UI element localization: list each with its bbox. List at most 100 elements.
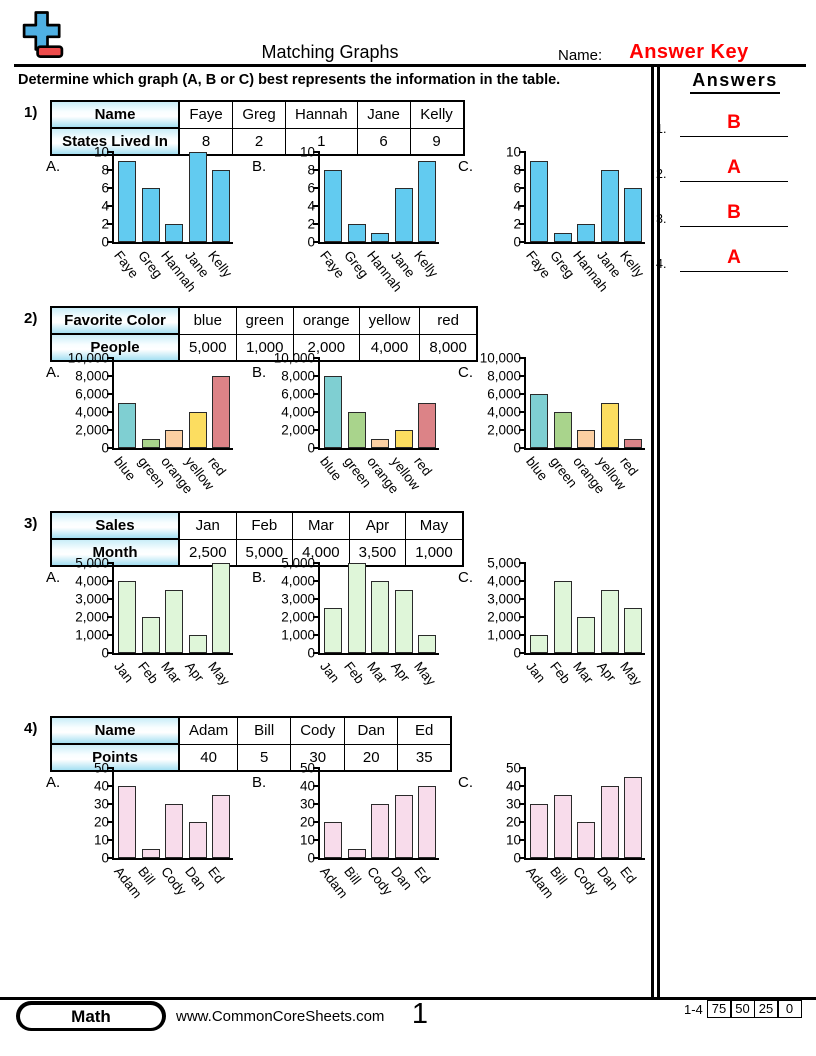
- y-axis-tick-mark: [313, 357, 320, 359]
- y-axis-tick-mark: [519, 187, 526, 189]
- table-row-header: Name: [50, 716, 180, 745]
- bar: [394, 430, 413, 448]
- table-cell: Kelly: [409, 100, 465, 129]
- answer-letter: B: [727, 202, 741, 223]
- table-cell: 2,500: [178, 538, 237, 567]
- y-axis-tick-mark: [519, 375, 526, 377]
- y-axis-tick-label: 30: [505, 796, 521, 812]
- bar: [141, 188, 160, 242]
- y-axis-tick-label: 0: [307, 850, 315, 866]
- bar: [553, 412, 572, 448]
- problem-number: 2): [24, 310, 38, 327]
- y-axis-tick-label: 20: [93, 814, 109, 830]
- y-axis-tick-label: 0: [101, 645, 109, 661]
- answers-separator-line: [657, 67, 660, 997]
- y-axis-tick-mark: [519, 151, 526, 153]
- bar-graph-C: C. 50 40 30 20 10 0 Adam Bill Cody Dan Ed: [456, 761, 662, 918]
- x-axis-label: Kelly: [617, 248, 648, 281]
- table-cell: orange: [292, 306, 360, 335]
- graph-letter-label: C.: [458, 158, 473, 175]
- score-cell: 25: [753, 1000, 779, 1018]
- answer-letter: A: [727, 157, 741, 178]
- bar: [577, 224, 595, 242]
- y-axis-tick-label: 0: [513, 850, 521, 866]
- answer-letter: A: [727, 247, 741, 268]
- y-axis-tick-label: 20: [299, 814, 315, 830]
- problem-4-section: 4) Name Adam Bill Cody Dan Ed Points 40 5 30 20 35 …: [0, 716, 816, 921]
- y-axis-tick-mark: [519, 767, 526, 769]
- y-axis-tick-mark: [313, 598, 320, 600]
- y-axis-tick-label: 0: [101, 234, 109, 250]
- graph-letter-label: B.: [252, 158, 267, 175]
- y-axis-tick-label: 2,000: [75, 422, 109, 438]
- table-row-header: Month: [50, 538, 180, 567]
- bar: [165, 224, 183, 242]
- y-axis-tick-mark: [313, 857, 320, 859]
- y-axis-tick-mark: [313, 223, 320, 225]
- x-axis-label: Mar: [158, 659, 185, 687]
- table-cell: Apr: [348, 511, 407, 540]
- y-axis-tick-mark: [313, 821, 320, 823]
- bar: [394, 188, 413, 242]
- table-cell: 9: [409, 127, 465, 156]
- y-axis-tick-label: 1,000: [75, 627, 109, 643]
- y-axis-tick-mark: [519, 357, 526, 359]
- x-axis-label: Jan: [111, 659, 137, 686]
- y-axis-tick-label: 20: [505, 814, 521, 830]
- y-axis-tick-mark: [313, 562, 320, 564]
- bar: [600, 403, 619, 448]
- y-axis-tick-label: 10,000: [479, 350, 521, 366]
- y-axis-tick-mark: [313, 241, 320, 243]
- y-axis-tick-mark: [313, 169, 320, 171]
- plot-area: 5,000 4,000 3,000 2,000 1,000 0 Jan Feb Mar Apr Ma…: [281, 556, 439, 688]
- bar: [371, 581, 389, 653]
- x-axis-label: Kelly: [205, 248, 236, 281]
- bar: [530, 394, 548, 448]
- plot-area: 10,000 8,000 6,000 4,000 2,000 0 blue green oran…: [274, 351, 439, 496]
- y-axis-tick-mark: [519, 580, 526, 582]
- y-axis-tick-label: 2,000: [487, 609, 521, 625]
- score-table: 75 50 25 0: [706, 1000, 802, 1018]
- bar: [347, 849, 366, 858]
- bar: [530, 161, 548, 242]
- table-row: People 5,000 1,000 2,000 4,000 8,000: [50, 333, 478, 362]
- y-axis-tick-label: 5,000: [75, 555, 109, 571]
- y-axis-tick-mark: [519, 223, 526, 225]
- score-cell: 50: [730, 1000, 755, 1018]
- website-text: www.CommonCoreSheets.com: [176, 1008, 385, 1025]
- table-row: Favorite Color blue green orange yellow red: [50, 306, 478, 335]
- table-row-header: Sales: [50, 511, 180, 540]
- y-axis-tick-label: 0: [513, 645, 521, 661]
- y-axis-tick-label: 2,000: [281, 422, 315, 438]
- y-axis-tick-mark: [107, 205, 114, 207]
- table-cell: 40: [178, 743, 239, 772]
- y-axis-tick-label: 5,000: [281, 555, 315, 571]
- bar: [212, 795, 230, 858]
- table-row-header: People: [50, 333, 180, 362]
- bar: [553, 581, 572, 653]
- answer-number: 3.: [656, 212, 667, 226]
- plot-area: 10 8 6 4 2 0 Faye Greg Hannah Jane Kelly: [506, 145, 647, 295]
- y-axis-tick-mark: [313, 634, 320, 636]
- table-cell: 3,500: [348, 538, 407, 567]
- y-axis-tick-label: 10,000: [273, 350, 315, 366]
- table-cell: blue: [178, 306, 237, 335]
- name-label: Name:: [558, 47, 603, 64]
- table-row: Month 2,500 5,000 4,000 3,500 1,000: [50, 538, 464, 567]
- page-number: 1: [411, 998, 429, 1030]
- table-cell: Bill: [237, 716, 292, 745]
- y-axis-tick-mark: [107, 151, 114, 153]
- table-cell: 5,000: [235, 538, 294, 567]
- answers-title: Answers: [662, 70, 808, 94]
- y-axis-tick-label: 30: [93, 796, 109, 812]
- bar: [141, 617, 160, 653]
- y-axis-tick-label: 40: [93, 778, 109, 794]
- y-axis-tick-label: 40: [299, 778, 315, 794]
- x-axis-label: blue: [317, 454, 345, 484]
- bar: [600, 786, 619, 858]
- graph-letter-label: B.: [252, 569, 267, 586]
- bar-graph-C: C. 10 8 6 4 2 0 Faye Greg Hannah Jane Kelly: [456, 145, 662, 302]
- graph-letter-label: A.: [46, 569, 61, 586]
- y-axis-tick-mark: [107, 411, 114, 413]
